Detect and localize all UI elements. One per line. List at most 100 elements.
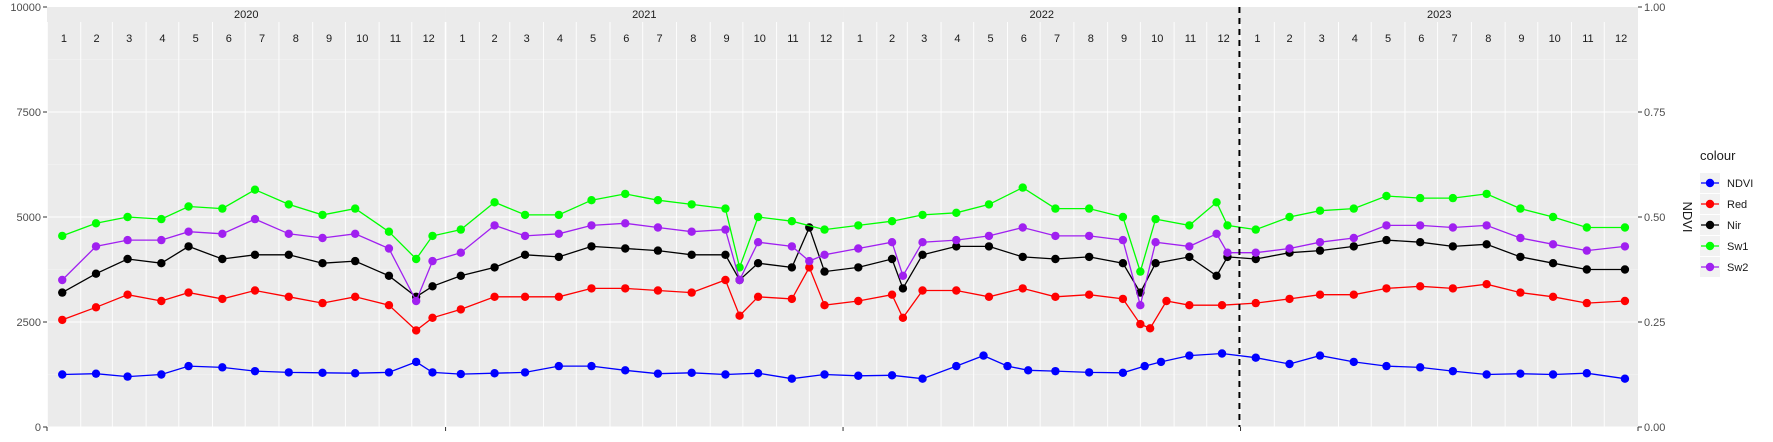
legend-item-sw2: Sw2 (1700, 257, 1748, 277)
data-point-sw1 (1516, 204, 1525, 213)
data-point-sw1 (653, 196, 663, 205)
data-point-sw1 (735, 263, 744, 272)
month-label: 3 (921, 33, 927, 45)
left-tick-label: 7500 (17, 107, 41, 119)
data-point-ndvi (1448, 366, 1458, 376)
data-point-sw1 (218, 204, 227, 213)
data-point-red (1349, 290, 1358, 299)
data-point-nir (318, 259, 327, 268)
data-point-red (820, 301, 829, 310)
month-label: 3 (524, 33, 530, 45)
data-point-sw2 (753, 238, 763, 247)
right-tick-label: 0.25 (1644, 317, 1665, 329)
data-point-nir (687, 250, 696, 259)
year-strip (47, 7, 446, 22)
data-point-sw1 (1118, 212, 1128, 222)
data-point-nir (984, 242, 994, 251)
data-point-sw2 (318, 233, 327, 243)
data-point-red (1448, 284, 1458, 293)
left-tick-label: 10000 (10, 2, 41, 14)
series-layer (58, 183, 1630, 383)
data-point-sw2 (1448, 223, 1458, 232)
data-point-nir (1185, 252, 1194, 262)
data-point-sw1 (887, 217, 897, 226)
series-line-sw1 (61, 186, 1625, 274)
data-point-sw1 (318, 210, 327, 220)
data-point-sw2 (1285, 244, 1294, 253)
left-tick-label: 2500 (17, 317, 41, 329)
data-point-red (250, 286, 260, 295)
right-tick-label: 1.00 (1644, 2, 1665, 14)
month-label: 5 (193, 33, 199, 45)
data-point-red (218, 294, 227, 304)
year-strip (843, 7, 1241, 22)
data-point-ndvi (1140, 361, 1149, 371)
month-label: 9 (723, 33, 729, 45)
series-nir (58, 223, 1630, 301)
data-point-sw2 (1051, 231, 1060, 241)
month-label: 12 (1615, 33, 1627, 45)
legend: colour NDVI Red Nir Sw1 Sw2 (1700, 148, 1753, 277)
month-label: 12 (1218, 33, 1230, 45)
data-point-sw1 (952, 208, 961, 217)
month-label: 9 (326, 33, 332, 45)
data-point-sw1 (1051, 204, 1060, 213)
data-point-ndvi (1023, 366, 1033, 375)
data-point-ndvi (91, 369, 101, 378)
data-point-sw1 (1315, 206, 1325, 215)
data-point-ndvi (284, 368, 293, 377)
month-label: 11 (1185, 33, 1196, 45)
data-point-sw2 (520, 231, 530, 241)
data-point-nir (1582, 265, 1592, 274)
data-point-sw1 (1151, 214, 1160, 224)
series-ndvi (58, 349, 1630, 383)
data-point-nir (918, 250, 927, 259)
year-label: 2023 (1427, 9, 1451, 21)
data-point-nir (554, 252, 564, 262)
data-point-sw1 (520, 210, 530, 220)
month-label: 1 (1254, 33, 1260, 45)
legend-label: Red (1727, 199, 1747, 211)
grid-layer (46, 6, 1638, 428)
data-point-ndvi (250, 366, 260, 376)
data-point-sw1 (1084, 204, 1094, 213)
data-point-red (854, 296, 863, 306)
right-axis-title: NDVI (1680, 201, 1695, 232)
legend-item-sw1: Sw1 (1700, 236, 1748, 256)
month-label: 12 (423, 33, 435, 45)
data-point-sw2 (1349, 233, 1358, 243)
legend-item-red: Red (1700, 194, 1747, 214)
month-label: 8 (1088, 33, 1094, 45)
data-point-nir (887, 254, 897, 264)
legend-label: NDVI (1727, 178, 1753, 190)
legend-key-point (1705, 262, 1715, 272)
data-point-nir (1349, 242, 1358, 251)
data-point-nir (787, 263, 797, 272)
data-point-nir (1051, 254, 1060, 264)
data-point-sw2 (984, 231, 994, 241)
month-label: 5 (1385, 33, 1391, 45)
data-point-sw1 (411, 254, 421, 264)
month-label: 2 (1286, 33, 1292, 45)
data-point-red (1315, 290, 1325, 299)
data-point-sw2 (1382, 221, 1391, 230)
month-label: 6 (1418, 33, 1424, 45)
data-point-nir (456, 271, 466, 280)
data-point-ndvi (1315, 351, 1325, 360)
series-red (58, 263, 1630, 335)
data-point-red (411, 326, 421, 335)
data-point-sw2 (123, 235, 132, 245)
data-point-red (1285, 294, 1294, 304)
data-point-sw1 (753, 212, 763, 222)
data-point-sw2 (854, 244, 863, 253)
data-point-sw2 (653, 223, 663, 232)
data-point-red (735, 311, 744, 320)
month-label: 1 (459, 33, 465, 45)
data-point-nir (123, 254, 132, 264)
data-point-ndvi (218, 363, 227, 372)
series-line-nir (61, 225, 1625, 298)
data-point-ndvi (384, 368, 394, 377)
series-sw1 (58, 183, 1630, 276)
legend-key-point (1705, 220, 1715, 230)
data-point-red (952, 286, 961, 295)
